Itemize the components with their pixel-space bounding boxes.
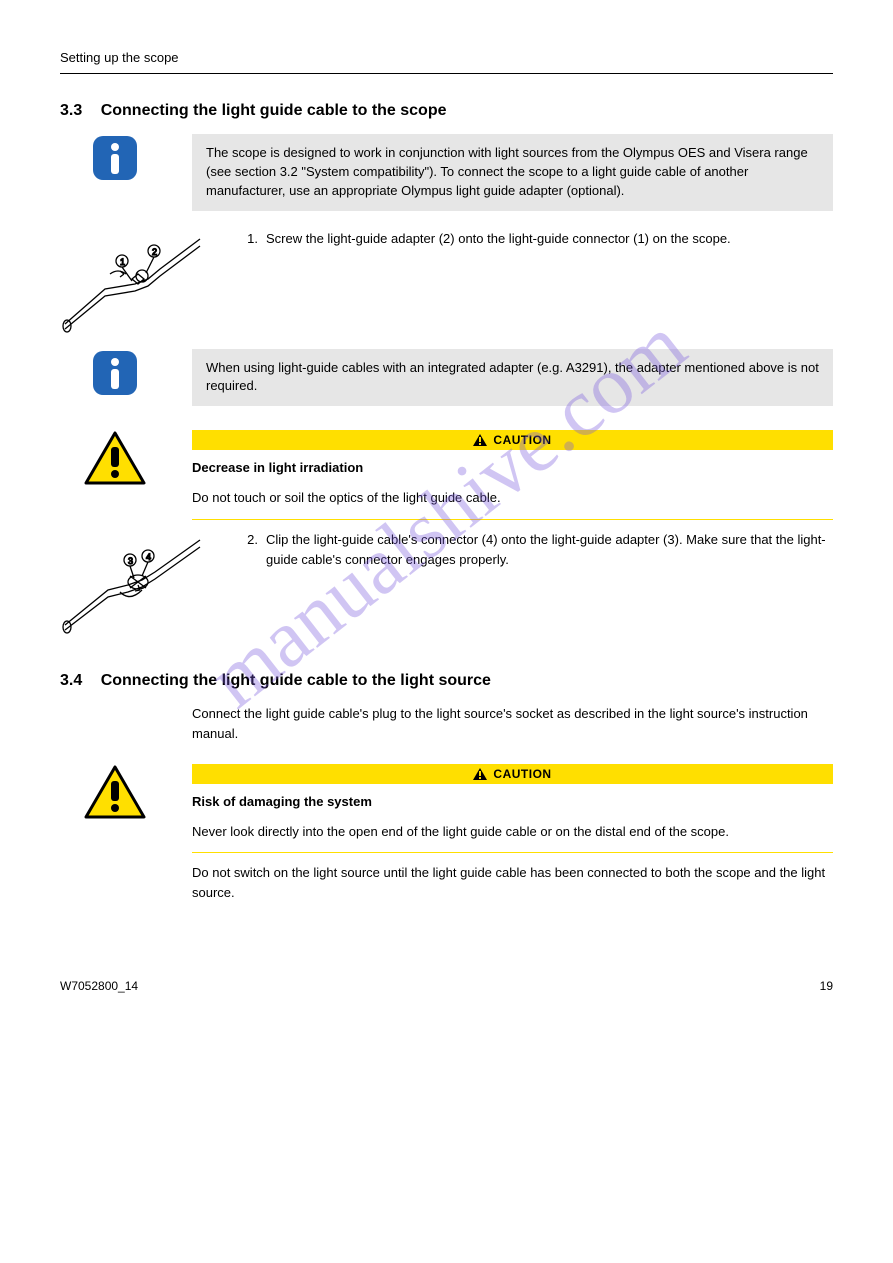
caution-rule [192,852,833,853]
svg-text:3: 3 [128,556,133,566]
info-box-text: The scope is designed to work in conjunc… [192,134,833,211]
info-box-text: When using light-guide cables with an in… [192,349,833,407]
document-page: manualshive.com Setting up the scope 3.3… [0,0,893,1023]
step-number: 1. [232,229,266,249]
step-text: Clip the light-guide cable's connector (… [266,530,833,570]
diagram-connector: 4 3 [60,530,210,640]
diagram-adapter: 1 2 [60,229,210,339]
alert-icon [473,768,487,780]
section-number: 3.3 [60,102,82,119]
section-3-4-heading: 3.4 Connecting the light guide cable to … [60,672,833,690]
section-title: Connecting the light guide cable to the … [101,672,491,689]
caution-title: Decrease in light irradiation [192,458,833,478]
caution-label: CAUTION [493,767,551,781]
section-number: 3.4 [60,672,82,689]
section-title: Connecting the light guide cable to the … [101,102,447,119]
info-icon [60,349,170,397]
svg-text:1: 1 [120,257,125,267]
caution-label: CAUTION [493,433,551,447]
caution-title: Risk of damaging the system [192,792,833,812]
caution-body: Never look directly into the open end of… [192,822,833,842]
section-3-3-heading: 3.3 Connecting the light guide cable to … [60,102,833,120]
info-icon [60,134,170,182]
step-number: 2. [232,530,266,570]
section-intro: Connect the light guide cable's plug to … [192,704,833,744]
svg-text:4: 4 [146,552,151,562]
footer-page-number: 19 [820,979,833,993]
svg-text:2: 2 [152,247,157,257]
chapter-header: Setting up the scope [60,50,833,65]
caution-body: Do not touch or soil the optics of the l… [192,488,833,508]
caution-banner: CAUTION [192,430,833,450]
warning-icon [60,764,170,822]
warning-icon [60,430,170,488]
caution-rule [192,519,833,520]
step-text: Screw the light-guide adapter (2) onto t… [266,229,731,249]
alert-icon [473,434,487,446]
caution-body-2: Do not switch on the light source until … [192,863,833,903]
footer-doc-id: W7052800_14 [60,979,138,993]
page-footer: W7052800_14 19 [60,973,833,993]
caution-banner: CAUTION [192,764,833,784]
header-rule [60,73,833,74]
